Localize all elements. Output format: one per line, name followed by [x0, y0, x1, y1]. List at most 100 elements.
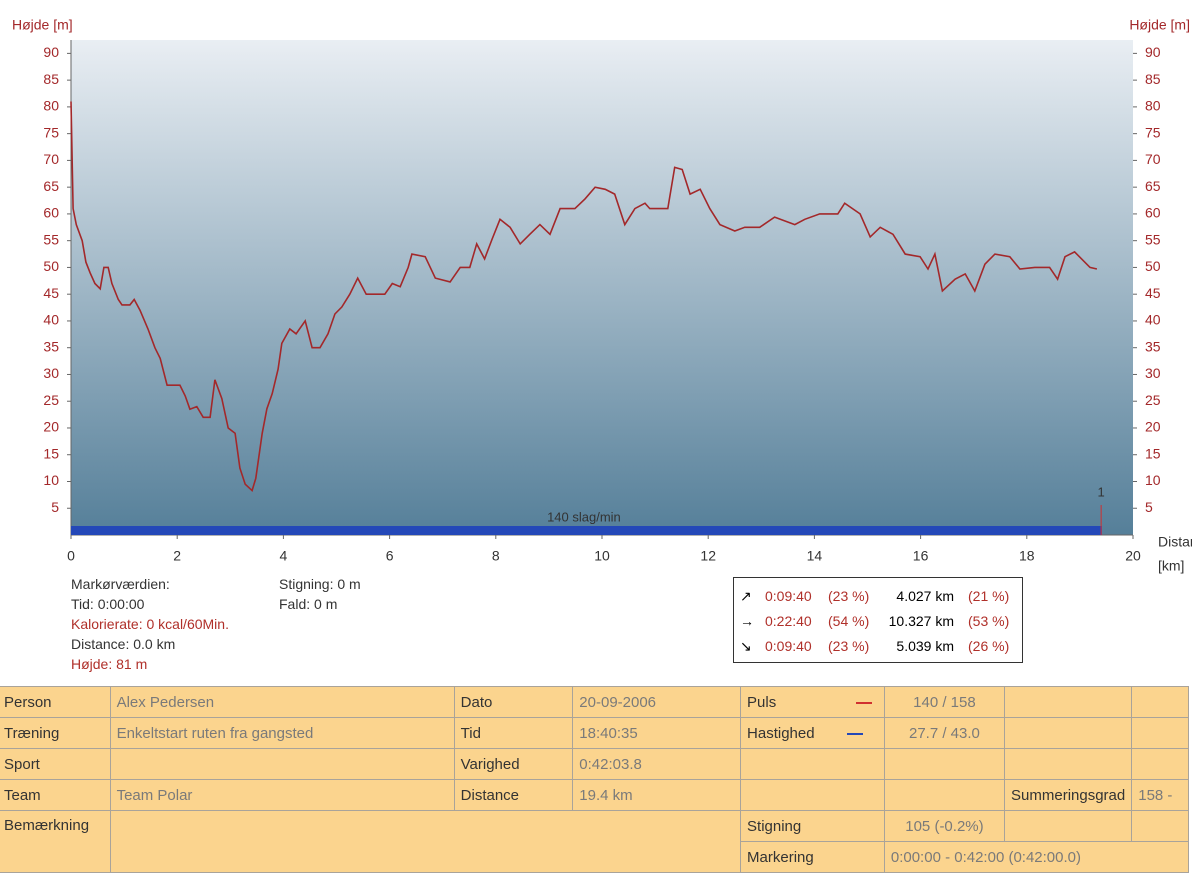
x-tick-label: 0	[67, 548, 75, 564]
summary-box: ↗ → ↘ 0:09:40 (23 %) 4.027 km (21 %) 0:22:40…	[733, 577, 1023, 663]
y2-tick-label: 45	[1145, 285, 1161, 301]
summary-cell: (23 %)	[828, 588, 870, 604]
y-tick-label: 25	[43, 392, 59, 408]
y2-tick-label: 55	[1145, 231, 1161, 247]
y2-tick-label: 5	[1145, 499, 1153, 515]
y2-tick-label: 25	[1145, 392, 1161, 408]
x-tick-label: 4	[280, 548, 288, 564]
label-cell: Markering	[740, 841, 885, 873]
y2-tick-label: 90	[1145, 44, 1161, 60]
x-tick-label: 18	[1019, 548, 1035, 564]
y-tick-label: 50	[43, 258, 59, 274]
y-tick-label: 65	[43, 178, 59, 194]
empty-cell	[740, 748, 885, 780]
summary-cell: (54 %)	[828, 613, 870, 629]
table-row: Bemærkning Stigning 105 (-0.2%)	[0, 810, 1189, 873]
summary-cell: 0:22:40	[765, 613, 812, 629]
chart: Højde [m] Højde [m] Distance [km] 551010…	[12, 17, 1192, 574]
y2-tick-label: 10	[1145, 472, 1161, 488]
x-tick-label: 8	[492, 548, 500, 564]
summary-cell: (23 %)	[828, 638, 870, 654]
empty-cell	[1131, 717, 1189, 749]
value-cell: 0:00:00 - 0:42:00 (0:42:00.0)	[883, 841, 1190, 873]
value-cell: 140 / 158	[883, 686, 1006, 718]
band-label: 140 slag/min	[547, 509, 621, 524]
legend-line	[846, 732, 863, 735]
arrow-icon: ↘	[740, 638, 752, 654]
cursor-line: Tid: 0:00:00	[71, 596, 145, 612]
climb-line: Stigning: 0 m	[279, 576, 361, 592]
y2-tick-label: 20	[1145, 419, 1161, 435]
info-table: Person Alex Pedersen Dato 20-09-2006 Pul…	[0, 686, 1190, 873]
label-cell: Sport	[0, 748, 111, 780]
y-tick-label: 40	[43, 312, 59, 328]
summary-cell: 5.039 km	[896, 638, 954, 654]
y-tick-label: 35	[43, 338, 59, 354]
cursor-title: Markørværdien:	[71, 576, 170, 592]
value-cell: 18:40:35	[572, 717, 742, 749]
y-tick-label: 15	[43, 445, 59, 461]
label-text: Puls	[747, 693, 777, 711]
empty-cell	[109, 810, 742, 873]
y2-tick-label: 40	[1145, 312, 1161, 328]
value-cell: Alex Pedersen	[109, 686, 455, 718]
cursor-line: Kalorierate: 0 kcal/60Min.	[71, 616, 229, 632]
altitude-line	[70, 101, 1098, 493]
y-tick-label: 75	[43, 124, 59, 140]
summary-cell: 0:09:40	[765, 638, 812, 654]
label-cell: Bemærkning	[0, 810, 111, 873]
lap-label: 1	[1098, 484, 1105, 499]
value-cell: 158 -	[1131, 779, 1189, 811]
empty-cell	[1131, 810, 1189, 842]
x-tick-label: 14	[807, 548, 823, 564]
empty-cell	[109, 748, 455, 780]
label-cell: Tid	[453, 717, 574, 749]
x-tick-label: 20	[1125, 548, 1141, 564]
y-tick-label: 55	[43, 231, 59, 247]
y2-tick-label: 85	[1145, 71, 1161, 87]
y-tick-label: 5	[51, 499, 59, 515]
label-cell: Puls	[740, 686, 885, 718]
table-row: Sport Varighed 0:42:03.8	[0, 748, 1189, 780]
x-tick-label: 2	[173, 548, 181, 564]
label-cell: Hastighed	[740, 717, 885, 749]
y2-tick-label: 50	[1145, 258, 1161, 274]
table-row: Markering 0:00:00 - 0:42:00 (0:42:00.0)	[0, 841, 1190, 873]
x-axis-label: Distance	[1158, 534, 1192, 550]
x-tick-label: 6	[386, 548, 394, 564]
table-row: Træning Enkeltstart ruten fra gangsted T…	[0, 717, 1189, 749]
value-cell: Enkeltstart ruten fra gangsted	[109, 717, 455, 749]
cursor-line: Distance: 0.0 km	[71, 636, 176, 652]
climb-panel: Stigning: 0 m Fald: 0 m	[279, 574, 361, 614]
x-tick-label: 12	[700, 548, 716, 564]
climb-line: Fald: 0 m	[279, 596, 338, 612]
y-tick-label: 20	[43, 419, 59, 435]
y-tick-label: 80	[43, 98, 59, 114]
legend-line	[856, 701, 873, 704]
y2-tick-label: 30	[1145, 365, 1161, 381]
y2-tick-label: 70	[1145, 151, 1161, 167]
value-cell: 27.7 / 43.0	[883, 717, 1006, 749]
empty-cell	[1131, 748, 1189, 780]
empty-cell	[883, 779, 1006, 811]
cursor-panel: Markørværdien: Tid: 0:00:00 Kalorierate:…	[71, 574, 229, 674]
band	[71, 526, 1102, 535]
x-axis-unit: [km]	[1158, 558, 1184, 574]
empty-cell	[1004, 717, 1133, 749]
y-tick-label: 70	[43, 151, 59, 167]
x-tick-label: 16	[913, 548, 929, 564]
summary-cell: 10.327 km	[888, 613, 954, 629]
arrow-icon: ↗	[740, 588, 752, 604]
label-cell: Varighed	[453, 748, 574, 780]
empty-cell	[1004, 810, 1133, 842]
empty-cell	[740, 779, 885, 811]
empty-cell	[1131, 686, 1189, 718]
y-tick-label: 10	[43, 472, 59, 488]
y-tick-label: 60	[43, 205, 59, 221]
label-cell: Dato	[453, 686, 574, 718]
label-cell: Stigning	[740, 810, 885, 842]
empty-cell	[883, 748, 1006, 780]
y2-axis-label: Højde [m]	[1129, 17, 1190, 33]
label-cell: Summeringsgrad	[1004, 779, 1133, 811]
